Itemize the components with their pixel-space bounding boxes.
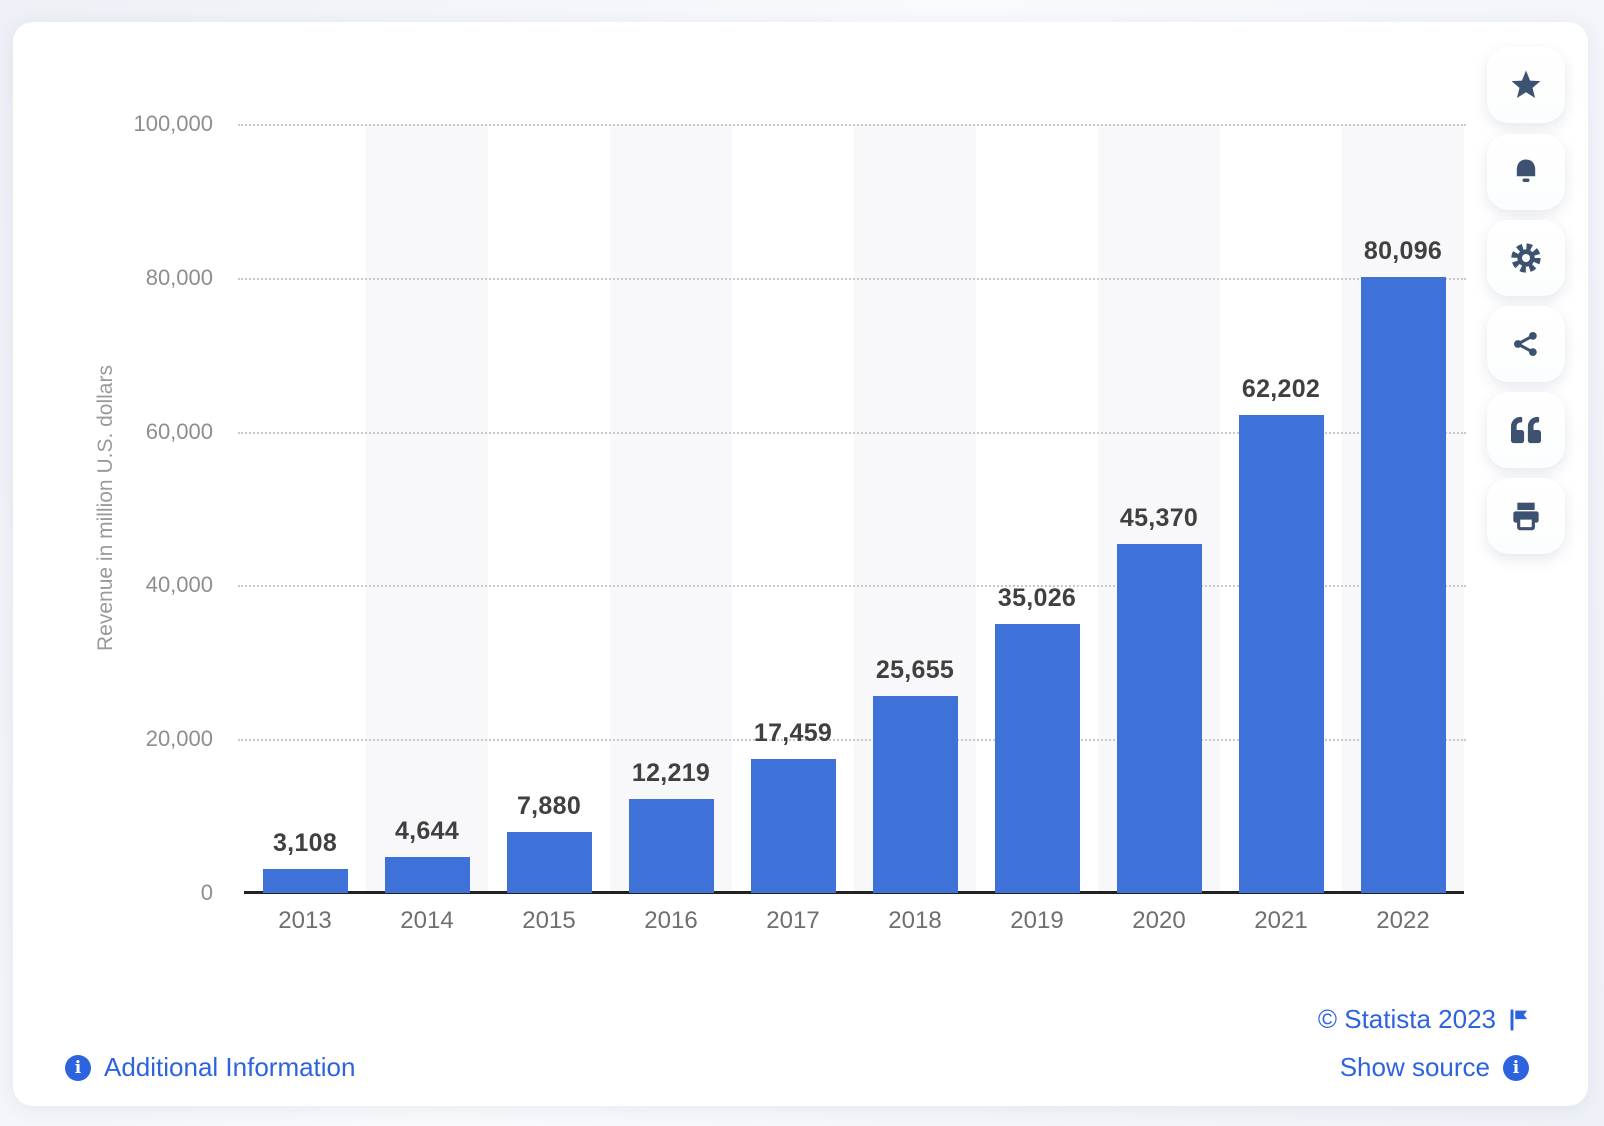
value-label-2017: 17,459 bbox=[753, 718, 833, 747]
y-axis-tick-label: 80,000 bbox=[145, 264, 213, 290]
share-button[interactable] bbox=[1487, 306, 1565, 382]
value-label-2013: 3,108 bbox=[272, 829, 338, 858]
chart-card: Revenue in million U.S. dollars 0 20,000 4… bbox=[13, 22, 1588, 1106]
star-icon bbox=[1509, 68, 1543, 102]
x-axis-line bbox=[244, 891, 1464, 894]
bar-2018 bbox=[872, 695, 958, 893]
quote-icon bbox=[1511, 415, 1541, 445]
print-button[interactable] bbox=[1487, 478, 1565, 554]
gear-icon bbox=[1510, 242, 1542, 274]
flag-icon bbox=[1509, 1008, 1529, 1032]
gridline bbox=[238, 585, 1466, 588]
x-axis-label-2018: 2018 bbox=[888, 907, 942, 934]
x-axis-label-2022: 2022 bbox=[1376, 907, 1430, 934]
value-label-2022: 80,096 bbox=[1363, 237, 1443, 266]
y-axis-title: Revenue in million U.S. dollars bbox=[94, 365, 117, 651]
favorite-button[interactable] bbox=[1487, 47, 1565, 123]
y-axis-tick-label: 100,000 bbox=[133, 111, 213, 136]
copyright-label: © Statista 2023 bbox=[1317, 1004, 1496, 1034]
bar-2015 bbox=[506, 832, 592, 893]
value-label-2019: 35,026 bbox=[997, 583, 1077, 612]
column-stripe bbox=[366, 124, 488, 893]
value-label-2021: 62,202 bbox=[1241, 374, 1321, 403]
bar-2014 bbox=[384, 857, 470, 893]
bell-icon bbox=[1510, 156, 1542, 188]
additional-information-label: Additional Information bbox=[104, 1052, 356, 1082]
value-label-2014: 4,644 bbox=[394, 817, 460, 846]
value-label-2018: 25,655 bbox=[875, 655, 955, 684]
x-axis-label-2014: 2014 bbox=[400, 907, 454, 934]
x-axis-label-2021: 2021 bbox=[1254, 907, 1308, 934]
x-axis-label-2016: 2016 bbox=[644, 907, 698, 934]
show-source-link[interactable]: Show source i bbox=[1340, 1052, 1529, 1083]
show-source-label: Show source bbox=[1339, 1052, 1490, 1082]
value-label-2016: 12,219 bbox=[631, 759, 711, 788]
gridline bbox=[238, 277, 1466, 280]
x-axis-label-2015: 2015 bbox=[522, 907, 576, 934]
bar-2016 bbox=[628, 799, 714, 893]
bar-2021 bbox=[1238, 414, 1324, 893]
bar-2017 bbox=[750, 758, 836, 893]
share-icon bbox=[1511, 329, 1541, 359]
info-icon: i bbox=[1503, 1054, 1529, 1081]
x-axis-label-2020: 2020 bbox=[1132, 907, 1186, 934]
print-icon bbox=[1510, 500, 1542, 532]
y-axis-tick-label: 40,000 bbox=[145, 572, 213, 598]
gridline bbox=[238, 739, 1466, 742]
y-axis-tick-label: 20,000 bbox=[145, 726, 213, 752]
value-label-2015: 7,880 bbox=[516, 792, 582, 821]
plot-area: 0 20,000 40,000 60,000 80,000 100,000 3,108 201… bbox=[133, 111, 1466, 934]
y-axis-tick-label: 60,000 bbox=[145, 418, 213, 444]
x-axis-label-2013: 2013 bbox=[278, 907, 332, 934]
column-stripe bbox=[610, 124, 732, 893]
settings-button[interactable] bbox=[1487, 220, 1565, 296]
x-axis-label-2017: 2017 bbox=[766, 907, 820, 934]
info-icon: i bbox=[65, 1054, 91, 1081]
cite-button[interactable] bbox=[1487, 392, 1565, 468]
bar-2019 bbox=[994, 623, 1080, 893]
bar-2022 bbox=[1360, 277, 1446, 893]
gridline bbox=[238, 431, 1466, 434]
additional-information-link[interactable]: i Additional Information bbox=[65, 1052, 355, 1083]
gridline bbox=[238, 124, 1466, 126]
bar-2020 bbox=[1116, 544, 1202, 893]
value-label-2020: 45,370 bbox=[1119, 504, 1199, 533]
alert-button[interactable] bbox=[1487, 134, 1565, 210]
x-axis-label-2019: 2019 bbox=[1010, 907, 1064, 934]
statista-copyright-link[interactable]: © Statista 2023 bbox=[1318, 1004, 1529, 1035]
bar-2013 bbox=[262, 869, 348, 893]
y-axis-tick-label: 0 bbox=[200, 880, 213, 905]
